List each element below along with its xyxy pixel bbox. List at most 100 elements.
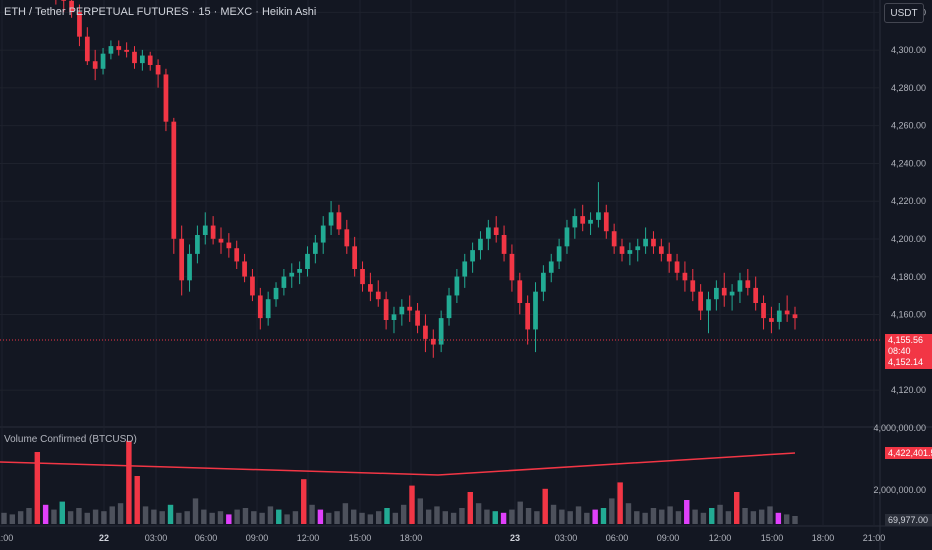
volume-bar: [459, 508, 465, 524]
candle-body: [792, 314, 798, 319]
candle-body: [619, 246, 625, 254]
candle-body: [446, 295, 452, 319]
volume-tick-label: 2,000,000.00: [873, 485, 926, 495]
candle-body: [485, 227, 491, 239]
volume-bar: [292, 511, 299, 524]
volume-bar: [417, 498, 424, 524]
last-volume-tag: 69,977.00: [885, 514, 932, 526]
volume-bar: [9, 514, 16, 524]
volume-bar: [525, 508, 532, 524]
candle-body: [784, 310, 790, 315]
volume-bar: [475, 503, 482, 524]
last-price: 4,155.56: [888, 335, 924, 345]
volume-bar: [276, 509, 282, 524]
volume-bar: [209, 512, 215, 524]
candle-body: [132, 51, 137, 64]
candle-body: [61, 0, 67, 1]
time-label: 21:00: [863, 533, 886, 543]
candle-body: [179, 238, 185, 281]
volume-bar: [584, 512, 590, 524]
volume-bar: [159, 511, 165, 524]
volume-bar: [492, 511, 498, 524]
volume-bar: [442, 511, 449, 524]
volume-bar: [392, 512, 399, 524]
volume-bar: [750, 511, 757, 524]
volume-bar: [267, 506, 274, 524]
price-tick-label: 4,280.00: [891, 83, 926, 93]
currency-button[interactable]: USDT: [884, 3, 924, 23]
volume-bar: [192, 498, 199, 524]
candle-body: [234, 248, 240, 262]
volume-bar: [484, 509, 490, 524]
price-tick-label: 4,220.00: [891, 196, 926, 206]
volume-bar: [692, 509, 698, 524]
candle-body: [682, 272, 688, 281]
volume-bar: [425, 509, 432, 524]
candle-body: [572, 216, 578, 228]
candle-body: [139, 55, 145, 64]
candle-body: [548, 261, 554, 273]
candle-body: [226, 242, 232, 249]
candle-body: [501, 235, 507, 254]
volume-bar: [742, 508, 748, 524]
volume-bar: [384, 508, 390, 524]
volume-bar: [642, 512, 648, 524]
volume-bar: [775, 512, 782, 524]
candle-body: [627, 250, 633, 254]
candle-body: [171, 121, 177, 239]
volume-bar: [609, 498, 615, 524]
volume-bar: [42, 504, 49, 524]
candle-body: [525, 303, 531, 330]
volume-bar: [326, 512, 332, 524]
volume-bar: [17, 511, 24, 524]
volume-bar: [217, 511, 224, 524]
candle-body: [257, 295, 263, 319]
candle-body: [265, 299, 271, 319]
volume-bar: [84, 512, 90, 524]
volume-bar: [59, 501, 65, 524]
volume-bar: [467, 492, 473, 524]
time-label: 06:00: [195, 533, 218, 543]
candle-body: [753, 287, 759, 303]
volume-bar: [234, 509, 240, 524]
candle-body: [729, 291, 735, 296]
volume-bar: [734, 492, 740, 524]
time-label: 06:00: [606, 533, 629, 543]
candle-body: [674, 261, 680, 273]
candle-body: [745, 280, 751, 288]
candle-body: [312, 242, 318, 254]
volume-bar: [634, 511, 640, 524]
volume-bar: [134, 476, 140, 524]
time-label: 12:00: [297, 533, 320, 543]
candle-body: [533, 291, 538, 330]
candle-body: [769, 318, 774, 322]
volume-bar: [675, 511, 682, 524]
volume-bar: [117, 503, 124, 524]
volume-bar: [1, 512, 7, 524]
bar-countdown: 08:40: [888, 346, 911, 356]
volume-bar: [600, 508, 607, 524]
volume-bar: [309, 504, 315, 524]
time-label: 12:00: [709, 533, 732, 543]
candle-body: [155, 65, 161, 75]
volume-bar: [500, 512, 507, 524]
candle-body: [556, 246, 562, 262]
candle-body: [195, 235, 200, 254]
candle-body: [761, 303, 766, 319]
volume-bar: [700, 512, 707, 524]
volume-bar: [434, 506, 440, 524]
candle-body: [714, 287, 719, 300]
candle-body: [596, 212, 601, 220]
candle-body: [541, 272, 546, 292]
time-label: 15:00: [761, 533, 784, 543]
symbol-title: ETH / Tether PERPETUAL FUTURES · 15 · ME…: [4, 6, 317, 18]
candle-body: [202, 225, 208, 235]
candle-body: [509, 253, 515, 281]
candle-body: [77, 12, 82, 37]
candle-body: [108, 46, 114, 54]
candle-body: [328, 212, 334, 226]
volume-bar: [367, 514, 374, 524]
volume-bar: [650, 508, 657, 524]
price-tick-label: 4,300.00: [891, 45, 926, 55]
